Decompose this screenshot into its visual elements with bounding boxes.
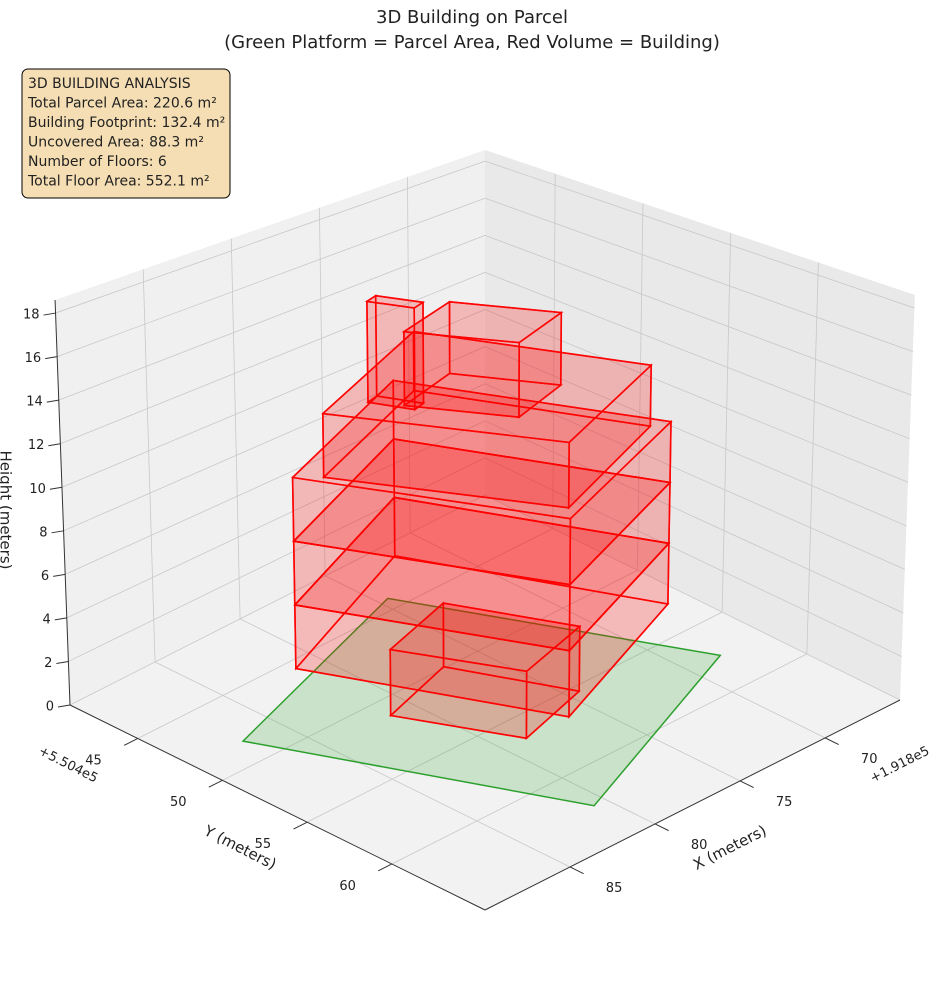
z-tick-label: 12 — [28, 438, 45, 453]
z-tick — [46, 399, 59, 403]
z-tick-label: 0 — [46, 700, 54, 715]
z-tick-label: 6 — [41, 569, 49, 584]
building-face — [320, 330, 653, 444]
left-wall-pane — [55, 150, 485, 705]
grid-line — [637, 203, 644, 571]
z-tick-label: 10 — [29, 482, 46, 497]
x-tick — [569, 866, 584, 875]
axis-line — [54, 299, 71, 706]
x-tick-label: 75 — [776, 795, 793, 810]
y-tick — [378, 863, 393, 872]
x-tick — [739, 780, 754, 789]
annotation-line: Number of Floors: 6 — [28, 154, 167, 170]
z-tick — [57, 704, 71, 708]
z-tick — [51, 530, 64, 534]
axis-line — [69, 704, 486, 911]
building-face — [366, 300, 416, 411]
chart-subtitle: (Green Platform = Parcel Area, Red Volum… — [224, 32, 720, 53]
grid-line — [806, 262, 819, 654]
grid-line — [230, 238, 241, 619]
z-tick-label: 4 — [43, 612, 51, 627]
grid-line — [55, 160, 486, 314]
grid-line — [68, 457, 486, 662]
z-tick-label: 16 — [25, 351, 42, 366]
annotation-line: Total Parcel Area: 220.6 m² — [27, 96, 217, 112]
grid-line — [484, 272, 910, 440]
grid-line — [391, 653, 808, 865]
z-tick — [53, 573, 66, 577]
building-face — [413, 300, 425, 412]
z-tick-label: 18 — [23, 308, 40, 323]
x-tick — [654, 823, 669, 832]
x-tick-label: 85 — [606, 881, 623, 896]
z-tick-label: 8 — [39, 525, 47, 540]
x-tick — [824, 737, 839, 746]
building-face — [401, 300, 564, 344]
grid-line — [324, 575, 741, 782]
annotation: 3D BUILDING ANALYSIS Total Parcel Area: 2… — [27, 76, 225, 190]
grid-line — [409, 532, 826, 739]
chart-title: 3D Building on Parcel — [376, 7, 568, 28]
grid-line — [306, 611, 723, 823]
grid-line — [57, 197, 486, 357]
z-tick — [48, 443, 61, 447]
grid-line — [484, 160, 915, 309]
z-tick-label: 14 — [26, 395, 43, 410]
grid-line — [484, 197, 913, 352]
y-tick — [123, 738, 138, 746]
marks — [241, 294, 722, 807]
z-tick — [54, 617, 67, 621]
y-tick — [208, 779, 223, 788]
grid-line — [58, 234, 486, 401]
x-tick-label: 70 — [861, 752, 878, 767]
y-tick-label: 60 — [339, 879, 356, 894]
grid-line — [484, 420, 904, 614]
annotation-line: Total Floor Area: 552.1 m² — [27, 174, 210, 190]
z-tick — [56, 660, 69, 664]
building-face — [364, 294, 426, 309]
y-tick — [293, 821, 308, 830]
grid-line — [137, 528, 553, 739]
annotation-box — [21, 68, 231, 199]
y-tick-label: 50 — [170, 795, 187, 810]
z-tick — [43, 312, 56, 316]
grid-line — [66, 420, 486, 619]
axis-line — [484, 699, 901, 911]
grid-line — [484, 309, 909, 483]
annotation-line: 3D BUILDING ANALYSIS — [28, 76, 191, 92]
grid-line — [222, 569, 638, 781]
grid-line — [721, 232, 732, 613]
grid-line — [484, 457, 902, 657]
right-wall-pane — [485, 150, 915, 700]
x-tick-label: 80 — [691, 838, 708, 853]
annotation-line: Uncovered Area: 88.3 m² — [28, 135, 204, 151]
grid-line — [484, 494, 901, 701]
grid-line — [484, 346, 907, 527]
grid-line — [484, 383, 905, 570]
grid-line — [65, 383, 486, 575]
z-tick-label: 2 — [44, 656, 52, 671]
grid-line — [154, 661, 571, 868]
grid-line — [318, 207, 326, 576]
x-offset: +1.918e5 — [868, 744, 932, 787]
grid-line — [142, 269, 156, 662]
z-axis-label: Height (meters) — [0, 451, 15, 570]
y-tick-label: 45 — [85, 753, 102, 768]
y-tick-label: 55 — [255, 837, 272, 852]
z-tick — [49, 486, 63, 490]
annotation-line: Building Footprint: 132.4 m² — [28, 115, 225, 131]
grid-line — [407, 177, 411, 533]
grid-line — [484, 234, 912, 396]
z-tick — [45, 356, 58, 360]
grid-line — [69, 494, 486, 706]
